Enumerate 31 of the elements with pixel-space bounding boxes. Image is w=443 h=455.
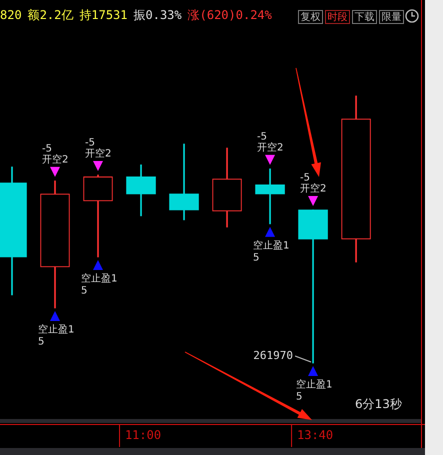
text: 空止盈1 xyxy=(296,378,332,391)
text: 820 xyxy=(0,8,22,22)
text: 额2.2亿 xyxy=(28,8,74,22)
candlestick xyxy=(169,144,199,220)
x-tick-label: 11:00 xyxy=(124,428,162,442)
annotation: 开空2 xyxy=(85,148,112,160)
annotation: 空止盈1 xyxy=(38,324,74,336)
text: 复权 xyxy=(298,10,323,24)
annotation: 5 xyxy=(81,286,88,297)
annotation: -5 xyxy=(42,143,52,154)
text: 下载 xyxy=(352,10,377,24)
annotation: 5 xyxy=(253,252,260,264)
annotation: 空止盈1 xyxy=(253,239,290,252)
text: 限量 xyxy=(379,10,404,24)
annotation: 空止盈1 xyxy=(81,272,118,285)
text: 振0.33% xyxy=(134,8,182,22)
text: 持17531 xyxy=(79,8,128,22)
annotation: 开空2 xyxy=(42,153,68,166)
annotation: 5 xyxy=(38,336,44,348)
text: 6分13秒 xyxy=(355,397,402,412)
text: 5 xyxy=(296,392,302,403)
annotation: -5 xyxy=(85,138,95,149)
annotation: -5 xyxy=(257,131,268,142)
annotation: 开空2 xyxy=(300,182,326,195)
annotation: 261970 xyxy=(253,348,294,362)
annotation: 开空2 xyxy=(257,141,284,154)
text: 时段 xyxy=(325,10,350,24)
candlestick xyxy=(255,168,285,224)
x-tick-label: 13:40 xyxy=(296,428,334,442)
text: 涨(620)0.24% xyxy=(188,8,272,22)
annotation: -5 xyxy=(300,172,310,184)
